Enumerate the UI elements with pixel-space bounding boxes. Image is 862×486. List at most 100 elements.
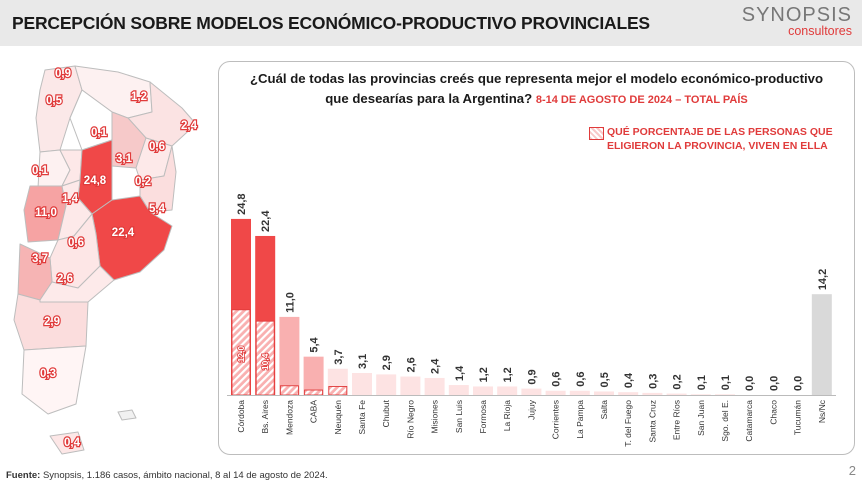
source-label: Fuente: — [6, 470, 41, 481]
hatched-bar — [304, 389, 324, 396]
category-label: Córdoba — [236, 400, 246, 433]
category-label: Catamarca — [744, 400, 754, 442]
map-value-label: 0,3 — [40, 368, 56, 380]
bar — [690, 394, 711, 395]
bar-value-label: 0,3 — [647, 374, 659, 389]
map-value-label: 2,9 — [44, 316, 60, 328]
bar-value-label: 0,2 — [672, 374, 684, 389]
synopsis-logo: SYNOPSIS consultores — [742, 5, 852, 38]
bar-value-label: 24,8 — [236, 193, 248, 214]
map-value-label: 24,8 — [84, 175, 107, 187]
page-number: 2 — [848, 463, 856, 478]
bar — [594, 391, 614, 395]
bar-value-label: 3,1 — [357, 354, 369, 369]
category-label: La Pampa — [575, 400, 585, 439]
bar-value-label: 0,4 — [623, 372, 635, 388]
bar-value-label: 0,1 — [696, 375, 708, 390]
bar — [303, 356, 324, 395]
bar-value-label: 0,0 — [793, 376, 805, 391]
map-value-label: 0,1 — [91, 127, 108, 139]
bar-value-label: 0,0 — [744, 376, 756, 391]
page-title: PERCEPCIÓN SOBRE MODELOS ECONÓMICO-PRODU… — [12, 13, 650, 33]
category-label: Tucumán — [793, 400, 803, 435]
category-label: Neuquén — [333, 400, 343, 435]
map-value-label: 1,4 — [62, 193, 79, 205]
bar — [666, 393, 687, 395]
bar — [521, 388, 542, 395]
bar — [376, 374, 397, 395]
logo-name: SYNOPSIS — [741, 4, 852, 26]
bar — [811, 294, 832, 395]
argentina-map: 0,9 0,5 1,2 2,4 0,1 0,6 3,1 0,1 24,8 0,2 1,4 5,4 11,… — [13, 65, 199, 455]
bar-value-label: 0,1 — [720, 375, 732, 390]
bar — [618, 392, 639, 395]
category-label: Chubut — [381, 399, 391, 427]
bar — [545, 390, 566, 395]
category-label: Sgo. del E. — [720, 400, 730, 442]
category-label: Entre Ríos — [672, 400, 682, 440]
bar-value-label: 1,4 — [454, 365, 466, 381]
map-value-label: 0,4 — [64, 437, 81, 449]
footer-source: Fuente: Synopsis, 1.186 casos, ámbito na… — [6, 470, 328, 481]
map-value-label: 0,1 — [32, 165, 49, 177]
bar — [352, 372, 372, 395]
map-value-label: 2,4 — [181, 120, 198, 132]
category-label: Corrientes — [551, 400, 561, 439]
map-value-label: 22,4 — [112, 227, 135, 239]
category-label: Ns/Nc — [817, 399, 827, 423]
legend-label: QUÉ PORCENTAJE DE LAS PERSONAS QUE ELIGI… — [607, 126, 833, 152]
bar-value-label: 5,4 — [309, 336, 321, 352]
map-value-label: 2,6 — [57, 273, 73, 285]
hatched-bar — [279, 385, 299, 396]
legend-hatched-swatch — [589, 127, 604, 140]
bar-value-label: 3,7 — [333, 349, 345, 364]
bar — [448, 385, 469, 395]
category-label: CABA — [309, 400, 319, 423]
category-label: Jujuy — [526, 399, 536, 420]
category-label: Río Negro — [405, 400, 415, 439]
bar-value-label: 2,9 — [381, 355, 393, 370]
map-value-label: 5,4 — [149, 203, 166, 215]
bar — [715, 394, 735, 395]
bar-value-label: 0,6 — [551, 371, 563, 386]
map-value-label: 3,1 — [116, 153, 133, 165]
map-value-label: 3,7 — [32, 253, 48, 265]
bar — [279, 316, 300, 395]
bar-value-label: 0,6 — [575, 371, 587, 386]
bar-value-label: 0,5 — [599, 372, 611, 387]
question-text-2: que desearías para la Argentina? — [325, 91, 533, 106]
bar-value-label: 11,0 — [284, 292, 296, 313]
chart-panel: ¿Cuál de todas las provincias creés que … — [218, 61, 855, 455]
category-label: San Luis — [454, 400, 464, 433]
map-value-label: 0,9 — [55, 68, 71, 80]
map-value-label: 0,6 — [149, 141, 165, 153]
bar-value-label: 0,0 — [768, 376, 780, 391]
category-label: Chaco — [768, 400, 778, 425]
question-line-2: que desearías para la Argentina? 8-14 DE… — [219, 91, 854, 106]
category-label: Bs. Aires — [260, 400, 270, 434]
hatched-bar — [328, 386, 348, 396]
bar-value-label: 2,6 — [405, 357, 417, 372]
source-text: Synopsis, 1.186 casos, ámbito nacional, … — [42, 470, 328, 481]
bar-chart: 24,8 Córdoba 22,4 Bs. Aires 11,0 Mendoza 5,4 CA… — [227, 193, 836, 447]
title-bar: PERCEPCIÓN SOBRE MODELOS ECONÓMICO-PRODU… — [0, 0, 862, 46]
bar — [424, 377, 445, 395]
map-value-label: 1,2 — [131, 91, 147, 103]
question-line-1: ¿Cuál de todas las provincias creés que … — [249, 71, 824, 86]
bar — [642, 392, 663, 395]
bar-value-label: 2,4 — [430, 358, 442, 374]
bar-value-label: 14,2 — [817, 269, 829, 290]
logo-subtitle: consultores — [788, 24, 852, 38]
bar — [473, 386, 493, 395]
map-value-label: 11,0 — [35, 207, 57, 219]
category-label: San Juan — [696, 400, 706, 436]
map-value-label: 0,2 — [135, 176, 151, 188]
category-label: T. del Fuego — [623, 400, 633, 447]
hatched-value-label: 12,0 — [236, 346, 246, 363]
category-label: Santa Cruz — [647, 400, 657, 443]
category-label: La Rioja — [502, 400, 512, 431]
bar-value-label: 1,2 — [478, 367, 490, 382]
bar-value-label: 22,4 — [260, 210, 272, 232]
survey-date: 8-14 DE AGOSTO DE 2024 – TOTAL PAÍS — [535, 94, 748, 106]
map-value-label: 0,6 — [68, 237, 84, 249]
